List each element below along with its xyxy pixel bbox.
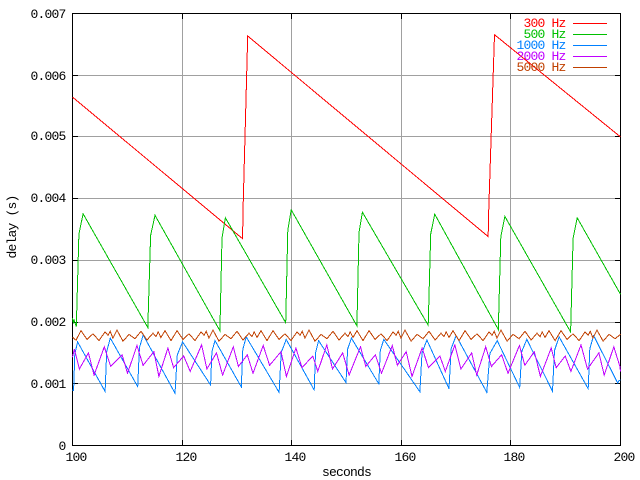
svg-text:1000 Hz: 1000 Hz	[516, 38, 565, 53]
svg-text:140: 140	[284, 450, 305, 465]
svg-text:0: 0	[58, 439, 65, 454]
svg-text:100: 100	[65, 450, 86, 465]
svg-text:200: 200	[613, 450, 634, 465]
svg-text:0.002: 0.002	[30, 315, 65, 330]
svg-text:delay (s): delay (s)	[5, 195, 20, 258]
svg-text:160: 160	[394, 450, 415, 465]
svg-text:120: 120	[175, 450, 196, 465]
svg-text:180: 180	[503, 450, 524, 465]
svg-text:0.004: 0.004	[30, 191, 66, 206]
svg-text:0.003: 0.003	[30, 253, 65, 268]
svg-text:0.005: 0.005	[30, 129, 65, 144]
svg-text:seconds: seconds	[322, 465, 371, 480]
svg-text:500 Hz: 500 Hz	[523, 27, 565, 42]
svg-text:2000 Hz: 2000 Hz	[516, 49, 565, 64]
svg-text:300 Hz: 300 Hz	[523, 16, 565, 31]
svg-text:0.006: 0.006	[30, 69, 65, 84]
svg-text:0.007: 0.007	[30, 7, 65, 22]
svg-text:5000 Hz: 5000 Hz	[516, 60, 565, 75]
svg-text:0.001: 0.001	[30, 377, 66, 392]
